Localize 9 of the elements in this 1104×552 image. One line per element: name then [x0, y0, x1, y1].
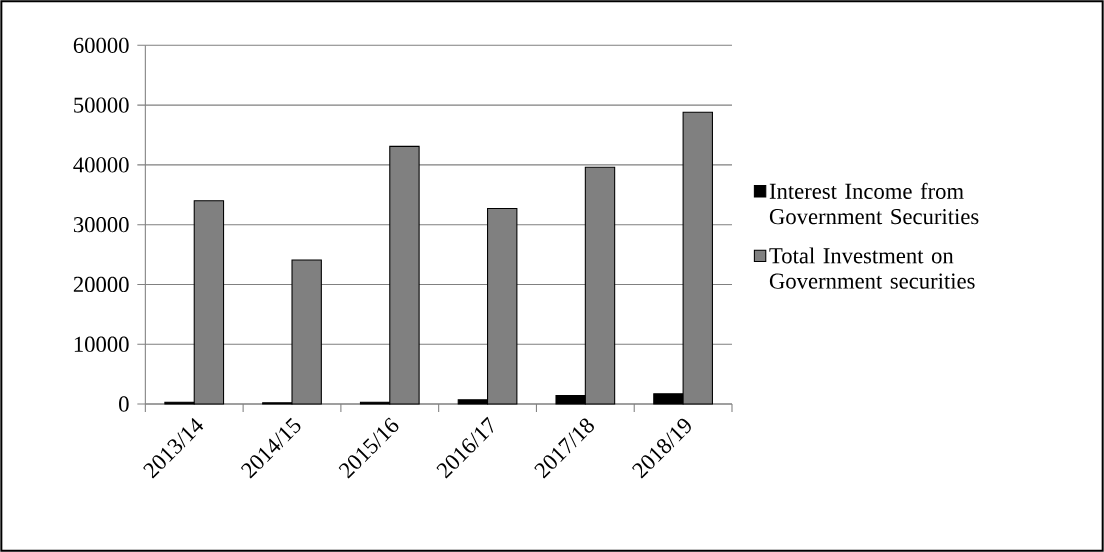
y-tick-label: 20000: [73, 276, 129, 293]
y-tick-label: 60000: [73, 37, 129, 53]
legend-label: Interest Income from Government Securities: [769, 182, 979, 225]
y-tick-label: 40000: [73, 157, 129, 173]
y-tick-label: 50000: [74, 97, 129, 113]
y-tick-label: 0: [119, 396, 129, 412]
y-tick-label: 30000: [73, 217, 129, 233]
legend-label: Total Investment on Government securities: [769, 247, 975, 289]
y-tick-label: 10000: [74, 336, 129, 352]
